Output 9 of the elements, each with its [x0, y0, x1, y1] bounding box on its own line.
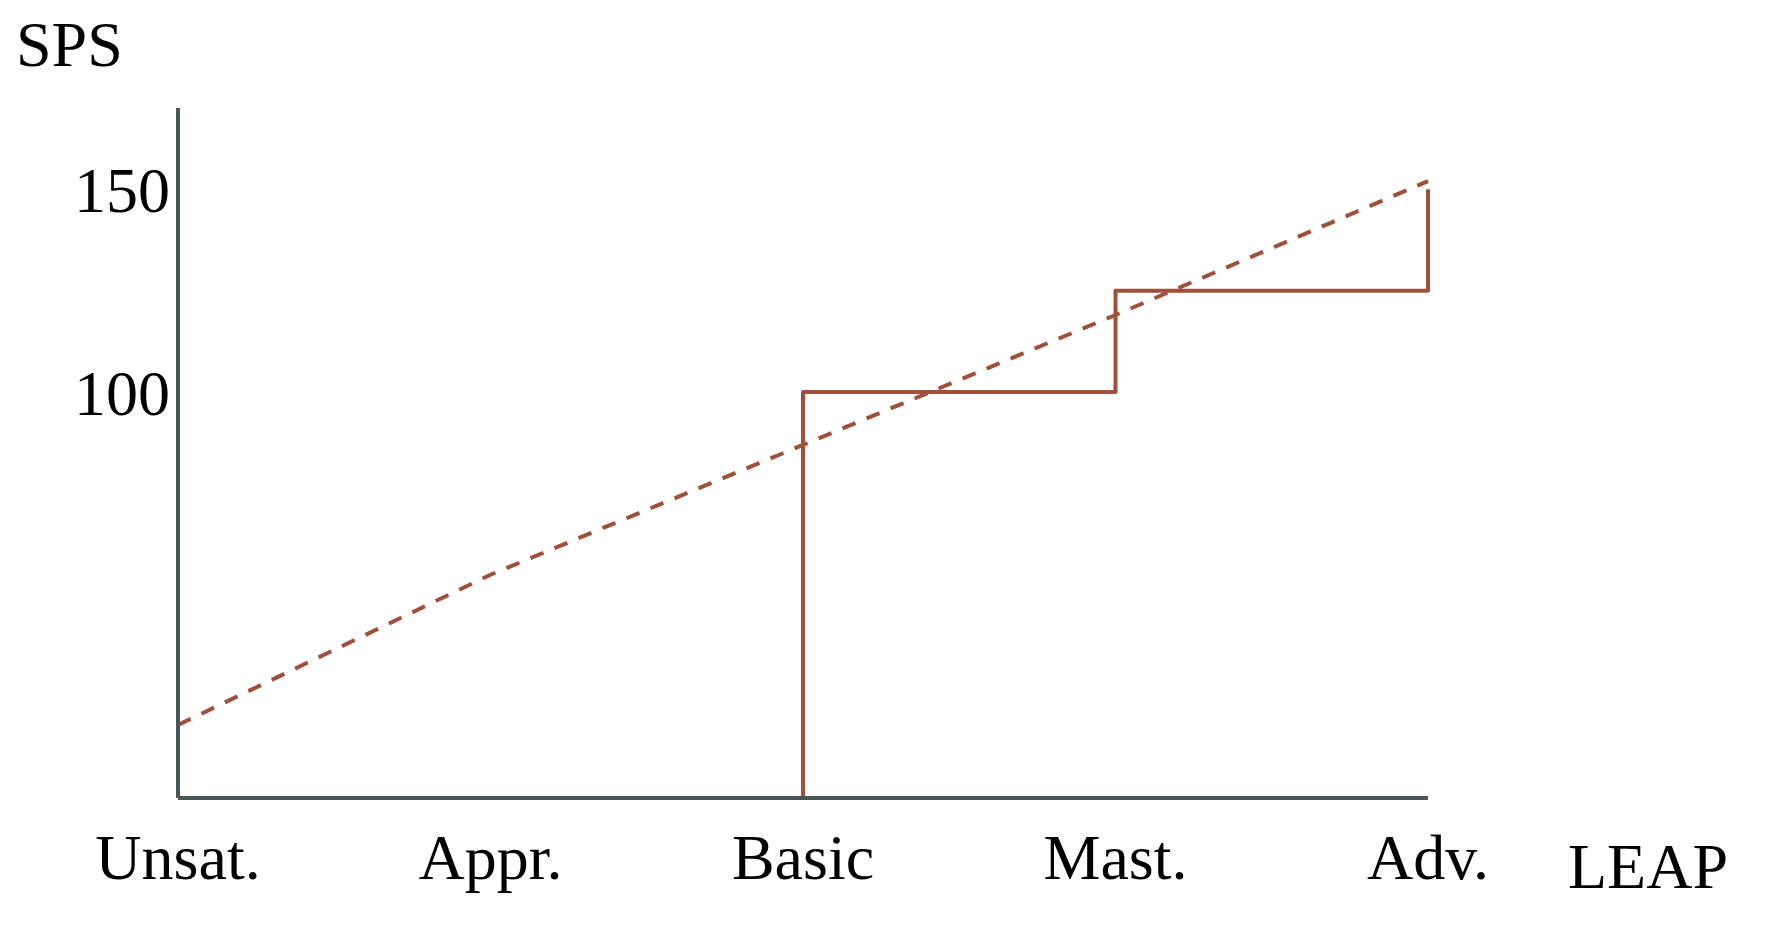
x-tick-label: Mast.	[1043, 822, 1188, 894]
x-tick-label: Appr.	[418, 822, 563, 894]
y-tick-label: 100	[74, 357, 170, 429]
x-tick-label: Adv.	[1366, 822, 1490, 894]
x-tick-label: Unsat.	[95, 822, 261, 894]
y-tick-label: 150	[74, 154, 170, 226]
x-axis-title: LEAP	[1568, 830, 1728, 904]
x-tick-label: Basic	[731, 822, 875, 894]
y-axis-title: SPS	[16, 8, 123, 82]
